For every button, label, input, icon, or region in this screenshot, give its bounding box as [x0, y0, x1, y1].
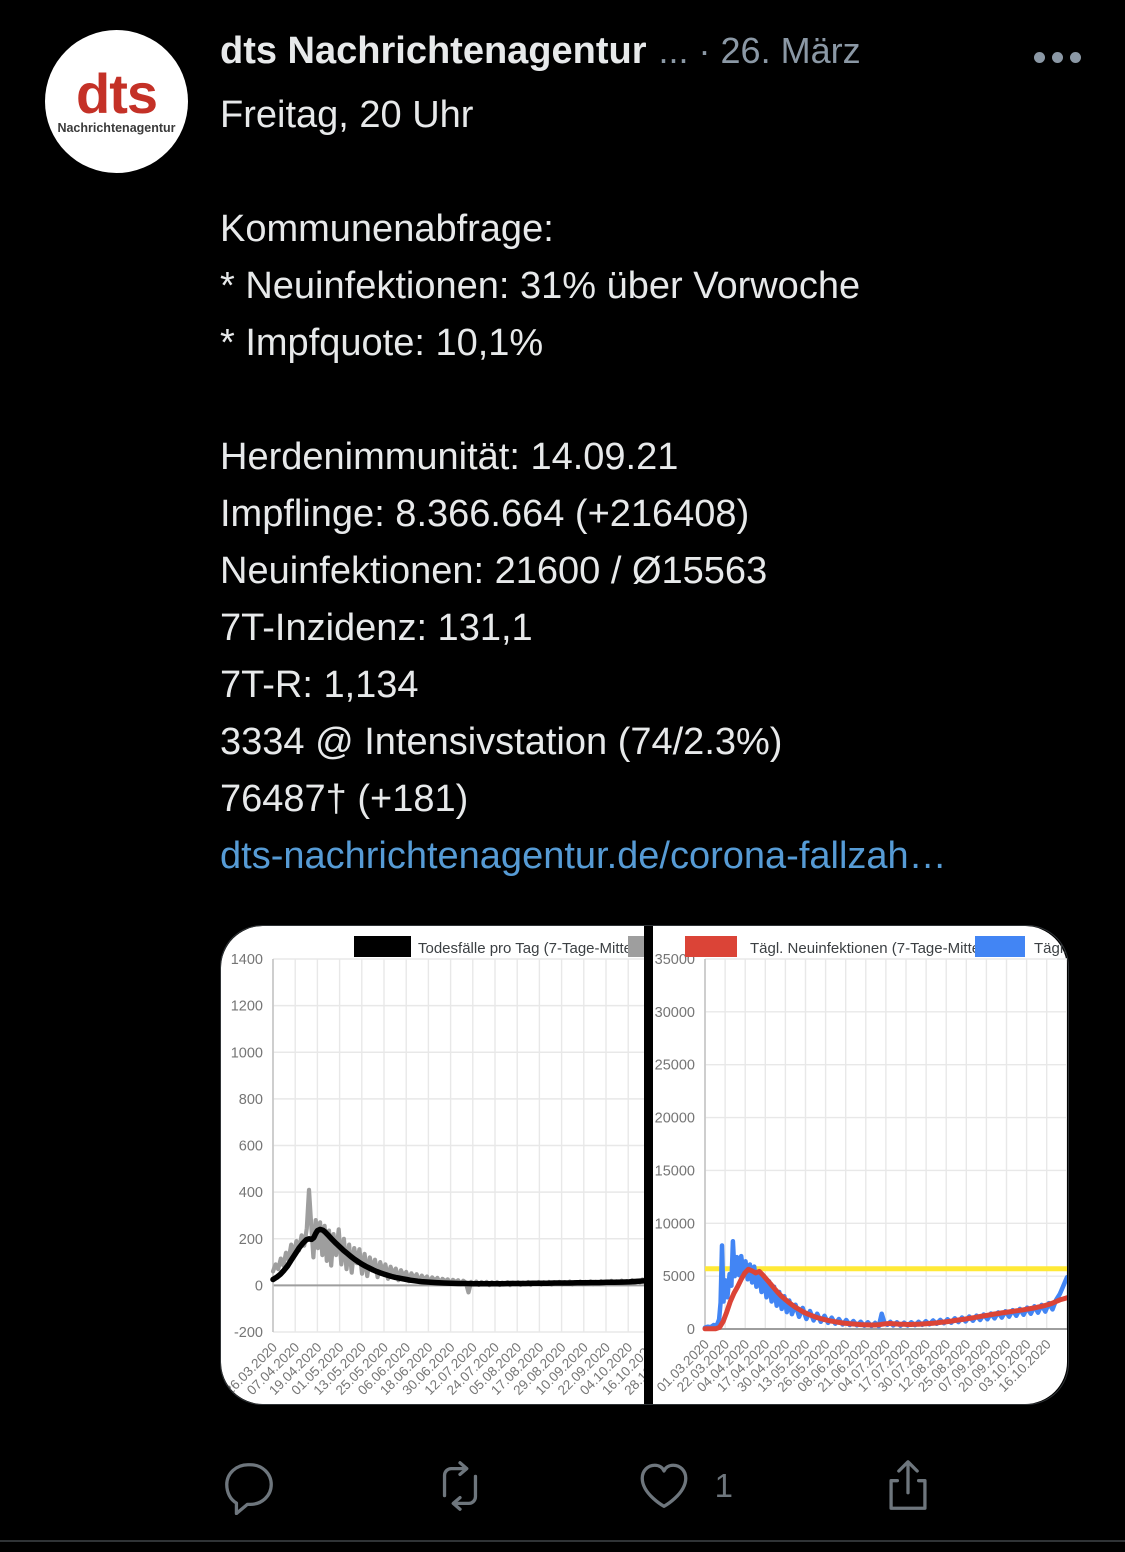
svg-text:600: 600: [239, 1139, 263, 1155]
svg-text:30000: 30000: [655, 1005, 695, 1021]
share-icon: [889, 1460, 927, 1510]
tweet-text-line: Freitag, 20 Uhr: [220, 94, 474, 136]
deaths-chart-image[interactable]: 1400 1200 1000 800 600 400 200 0 -200 26.03.2020 0…: [221, 926, 644, 1404]
svg-text:15000: 15000: [655, 1163, 695, 1179]
svg-text:5000: 5000: [663, 1269, 695, 1285]
display-name[interactable]: dts Nachrichtenagentur: [220, 30, 647, 72]
tweet-text-line: [220, 372, 1085, 429]
retweet-button[interactable]: [431, 1457, 489, 1515]
tweet-text-line: Kommunenabfrage:: [220, 208, 554, 250]
tweet-text-line: 3334 @ Intensivstation (74/2.3%): [220, 721, 783, 763]
tweet-text-line: Neuinfektionen: 21600 / Ø15563: [220, 550, 768, 592]
svg-text:Tägl.: Tägl.: [1034, 940, 1067, 957]
avatar-logo-text: dts: [76, 61, 158, 125]
retweet-icon: [442, 1461, 478, 1511]
like-button[interactable]: 1: [635, 1457, 733, 1515]
svg-text:-200: -200: [234, 1325, 263, 1341]
heart-icon: [640, 1463, 687, 1508]
svg-text:1200: 1200: [231, 999, 263, 1015]
action-bar: 1: [220, 1457, 1085, 1515]
tweet-text-line: Impflinge: 8.366.664 (+216408): [220, 493, 750, 535]
tweet-text-line: * Impfquote: 10,1%: [220, 322, 544, 364]
svg-text:1400: 1400: [231, 952, 263, 968]
tweet-text-line: Herdenimmunität: 14.09.21: [220, 436, 679, 478]
svg-text:10000: 10000: [655, 1216, 695, 1232]
bottom-divider: [0, 1540, 1125, 1542]
svg-text:200: 200: [239, 1232, 263, 1248]
avatar-column: dts Nachrichtenagentur: [45, 30, 220, 1515]
tweet: dts Nachrichtenagentur dts Nachrichtenag…: [45, 30, 1085, 1515]
tweet-text-line: 7T-Inzidenz: 131,1: [220, 607, 533, 649]
svg-text:25000: 25000: [655, 1058, 695, 1074]
like-count: 1: [714, 1467, 733, 1504]
tweet-link[interactable]: dts-nachrichtenagentur.de/corona-fallzah…: [220, 835, 947, 877]
more-menu-icon[interactable]: [1030, 42, 1085, 73]
svg-text:20000: 20000: [655, 1111, 695, 1127]
tweet-text-line: [220, 144, 1085, 201]
tweet-text-line: 7T-R: 1,134: [220, 664, 419, 706]
svg-text:1000: 1000: [231, 1045, 263, 1061]
svg-text:800: 800: [239, 1092, 263, 1108]
svg-text:Tägl. Neuinfektionen (7-Tage-M: Tägl. Neuinfektionen (7-Tage-Mittel): [750, 940, 988, 957]
share-button[interactable]: [879, 1457, 937, 1515]
tweet-text-line: 76487† (+181): [220, 778, 469, 820]
reply-button[interactable]: [220, 1457, 278, 1515]
svg-text:400: 400: [239, 1185, 263, 1201]
tweet-text: Freitag, 20 Uhr Kommunenabfrage: * Neuinf…: [220, 87, 1085, 828]
svg-text:0: 0: [687, 1322, 695, 1338]
tweet-content: dts Nachrichtenagentur ... · 26. März Fr…: [220, 30, 1085, 1515]
media-card: 1400 1200 1000 800 600 400 200 0 -200 26.03.2020 0…: [220, 925, 1069, 1405]
svg-text:Todesfälle pro Tag (7-Tage-Mit: Todesfälle pro Tag (7-Tage-Mittel): [418, 940, 640, 957]
tweet-text-line: * Neuinfektionen: 31% über Vorwoche: [220, 265, 861, 307]
handle-and-date: ... · 26. März: [658, 30, 861, 71]
tweet-header-row: dts Nachrichtenagentur ... · 26. März: [220, 30, 1085, 87]
reply-icon: [225, 1463, 273, 1515]
avatar[interactable]: dts Nachrichtenagentur: [45, 30, 188, 173]
svg-text:0: 0: [255, 1278, 263, 1294]
avatar-logo-subtext: Nachrichtenagentur: [57, 120, 176, 135]
svg-text:35000: 35000: [655, 952, 695, 968]
infections-chart-image[interactable]: 35000 30000 25000 20000 15000 10000 5000 0 01.03…: [653, 926, 1067, 1404]
